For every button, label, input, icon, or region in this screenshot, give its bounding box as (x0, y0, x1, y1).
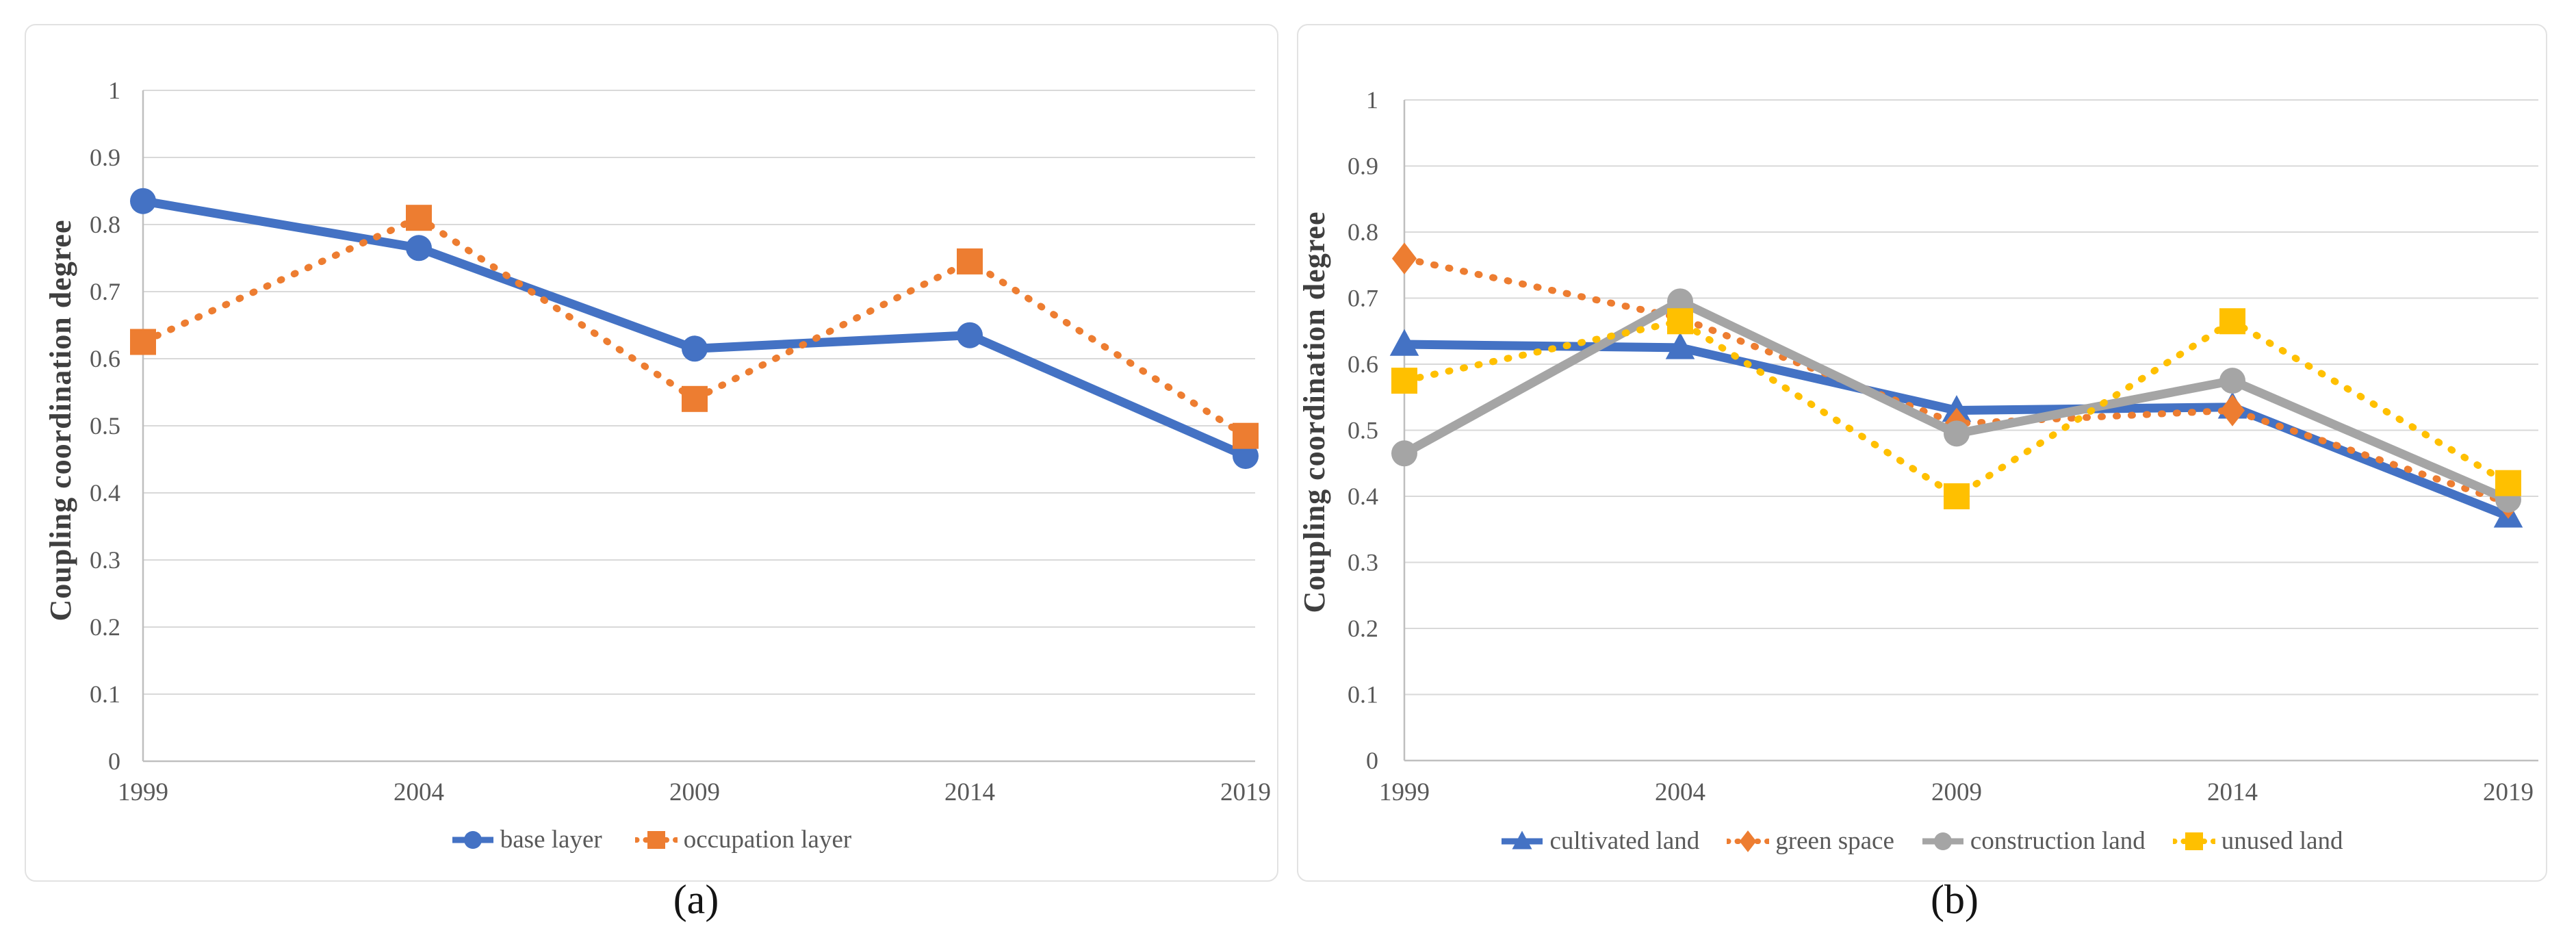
chart-a-plot-area: 0 0.1 0.2 0.3 0.4 0.5 0.6 0.7 0.8 0.9 1 1999 2004 200… (90, 77, 1271, 806)
x-tick-label: 1999 (118, 778, 168, 806)
x-tick-label: 2014 (944, 778, 995, 806)
legend-item-green-space: green space (1727, 826, 1894, 856)
data-point-cultivated-land-2004 (1665, 332, 1695, 359)
x-tick-label: 2014 (2207, 778, 2258, 806)
panel-caption-b: (b) (1931, 877, 1979, 922)
y-tick-label: 0.6 (90, 345, 120, 372)
x-tick-label: 2004 (394, 778, 444, 806)
series-line-unused-land (1401, 317, 2512, 500)
y-tick-label: 1 (108, 77, 120, 104)
data-point-base-layer-2014 (957, 322, 983, 348)
legend-label: cultivated land (1549, 827, 1700, 855)
legend-label: unused land (2221, 827, 2343, 855)
y-tick-label: 0.3 (1348, 549, 1378, 576)
data-point-unused-land-2014 (2219, 308, 2245, 335)
y-tick-label: 1 (1366, 86, 1378, 114)
series-line-green-space (1401, 255, 2512, 507)
legend-marker-base-layer (452, 830, 493, 849)
legend-marker-shape (647, 830, 665, 849)
data-point-green-space-1999 (1391, 242, 1417, 275)
data-point-base-layer-2019 (1233, 443, 1259, 470)
y-tick-label: 0.9 (90, 144, 120, 171)
legend-marker-shape (1933, 832, 1952, 850)
y-tick-label: 0.5 (1348, 417, 1378, 444)
chart-a-legend: base layer occupation layer (26, 825, 1277, 854)
legend-marker-shape (463, 830, 482, 849)
data-point-construction-land-2009 (1944, 420, 1970, 447)
data-point-unused-land-2009 (1944, 483, 1970, 509)
legend-item-unused-land: unused land (2172, 826, 2343, 856)
y-tick-label: 0.4 (90, 479, 120, 507)
x-tick-label: 1999 (1379, 778, 1430, 806)
data-point-construction-land-1999 (1391, 440, 1417, 467)
data-point-occupation-layer-2009 (682, 385, 708, 412)
legend-item-occupation-layer: occupation layer (634, 825, 852, 854)
data-point-unused-land-2004 (1667, 308, 1693, 335)
chart-panel-b: Coupling coordination degree 0 0.1 0.2 0.3 0… (1297, 24, 2547, 882)
x-tick-label: 2019 (1220, 778, 1271, 806)
legend-label: construction land (1970, 827, 2146, 855)
y-tick-label: 0.4 (1348, 483, 1378, 510)
y-tick-label: 0.7 (90, 278, 120, 305)
x-tick-label: 2009 (1931, 778, 1982, 806)
x-tick-label: 2009 (669, 778, 720, 806)
legend-marker-shape (1739, 830, 1757, 852)
legend-label: base layer (500, 826, 602, 854)
y-tick-label: 0.5 (90, 412, 120, 439)
data-point-occupation-layer-1999 (130, 329, 156, 355)
legend-marker-cultivated-land (1502, 830, 1543, 849)
x-tick-label: 2019 (2483, 778, 2534, 806)
legend-item-construction-land: construction land (1922, 826, 2146, 856)
data-point-cultivated-land-1999 (1389, 329, 1419, 356)
y-tick-label: 0 (1366, 747, 1378, 774)
legend-item-cultivated-land: cultivated land (1501, 826, 1699, 856)
data-point-unused-land-2019 (2495, 470, 2521, 496)
legend-item-base-layer: base layer (452, 825, 602, 854)
y-tick-label: 0.2 (1348, 615, 1378, 642)
y-tick-label: 0.1 (90, 680, 120, 708)
y-tick-label: 0.6 (1348, 350, 1378, 378)
y-tick-label: 0.9 (1348, 153, 1378, 180)
legend-marker-occupation-layer (634, 830, 678, 849)
x-tick-label: 2004 (1655, 778, 1705, 806)
y-tick-label: 0 (108, 748, 120, 775)
data-point-base-layer-2009 (682, 335, 708, 362)
legend-marker-unused-land (2172, 832, 2215, 850)
y-tick-label: 0.3 (90, 546, 120, 574)
chart-panel-a: Coupling coordination degree 0 0.1 0.2 0.3 0… (25, 24, 1278, 882)
y-tick-label: 0.8 (90, 211, 120, 238)
data-point-construction-land-2004 (1667, 288, 1693, 315)
data-point-construction-land-2014 (2219, 368, 2245, 394)
data-point-occupation-layer-2019 (1233, 422, 1259, 449)
data-point-base-layer-2004 (406, 235, 432, 261)
y-tick-label: 0.1 (1348, 681, 1378, 709)
data-point-occupation-layer-2014 (957, 248, 983, 275)
legend-label: green space (1775, 827, 1894, 855)
legend-marker-shape (1512, 830, 1533, 849)
chart-b-legend: cultivated land green space construction l… (1298, 826, 2546, 856)
legend-marker-construction-land (1922, 832, 1963, 850)
chart-b-plot-area: 0 0.1 0.2 0.3 0.4 0.5 0.6 0.7 0.8 0.9 1 1999 2004 200… (1348, 86, 2538, 806)
data-point-green-space-2014 (2219, 394, 2245, 426)
y-tick-label: 0.8 (1348, 218, 1378, 246)
legend-marker-green-space (1727, 830, 1770, 852)
y-tick-label: 0.2 (90, 613, 120, 641)
y-tick-label: 0.7 (1348, 285, 1378, 312)
data-point-occupation-layer-2004 (406, 205, 432, 231)
legend-marker-shape (2185, 832, 2203, 850)
legend-label: occupation layer (683, 826, 852, 854)
panel-caption-a: (a) (673, 877, 719, 922)
data-point-base-layer-1999 (130, 188, 156, 214)
data-point-unused-land-1999 (1391, 368, 1417, 394)
